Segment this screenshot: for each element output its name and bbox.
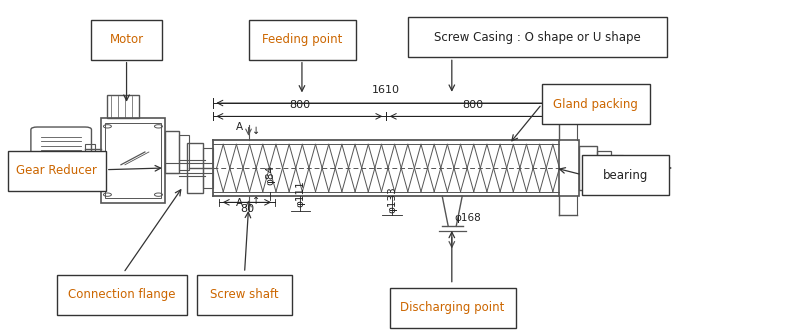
Text: φ133: φ133: [387, 186, 397, 213]
Bar: [611, 155, 623, 181]
FancyBboxPatch shape: [408, 17, 667, 57]
Bar: [187, 143, 203, 193]
FancyBboxPatch shape: [90, 20, 162, 60]
Bar: [85, 144, 94, 154]
Text: Gland packing: Gland packing: [554, 97, 638, 111]
Bar: [105, 123, 161, 198]
Bar: [101, 118, 165, 203]
Bar: [597, 151, 611, 185]
Text: 800: 800: [462, 100, 483, 110]
Text: Feeding point: Feeding point: [262, 33, 342, 46]
Text: Motor: Motor: [110, 33, 144, 46]
Bar: [179, 135, 189, 170]
Bar: [579, 146, 597, 190]
FancyBboxPatch shape: [542, 84, 650, 124]
FancyBboxPatch shape: [582, 155, 670, 195]
FancyBboxPatch shape: [57, 275, 187, 314]
Text: Gear Reducer: Gear Reducer: [16, 164, 98, 177]
Text: ↓: ↓: [252, 126, 260, 136]
Text: Screw shaft: Screw shaft: [210, 288, 279, 301]
Text: φ111: φ111: [295, 180, 306, 207]
Text: 80: 80: [240, 204, 254, 214]
Text: Discharging point: Discharging point: [401, 301, 505, 314]
FancyBboxPatch shape: [249, 20, 356, 60]
Text: φ168: φ168: [454, 213, 481, 223]
Text: 1610: 1610: [372, 85, 400, 95]
Text: ↑: ↑: [252, 196, 260, 206]
Bar: [107, 95, 139, 118]
Text: Screw Casing : O shape or U shape: Screw Casing : O shape or U shape: [434, 31, 641, 44]
Text: A: A: [236, 198, 243, 208]
FancyBboxPatch shape: [31, 127, 91, 171]
FancyBboxPatch shape: [390, 288, 515, 328]
Text: φ84: φ84: [265, 165, 275, 185]
Bar: [165, 131, 179, 173]
Text: A: A: [236, 122, 243, 132]
Text: Connection flange: Connection flange: [69, 288, 176, 301]
FancyBboxPatch shape: [197, 275, 292, 314]
FancyBboxPatch shape: [8, 151, 106, 191]
Bar: [559, 140, 579, 196]
Bar: [203, 148, 214, 188]
Text: bearing: bearing: [603, 169, 648, 182]
Text: 800: 800: [289, 100, 310, 110]
